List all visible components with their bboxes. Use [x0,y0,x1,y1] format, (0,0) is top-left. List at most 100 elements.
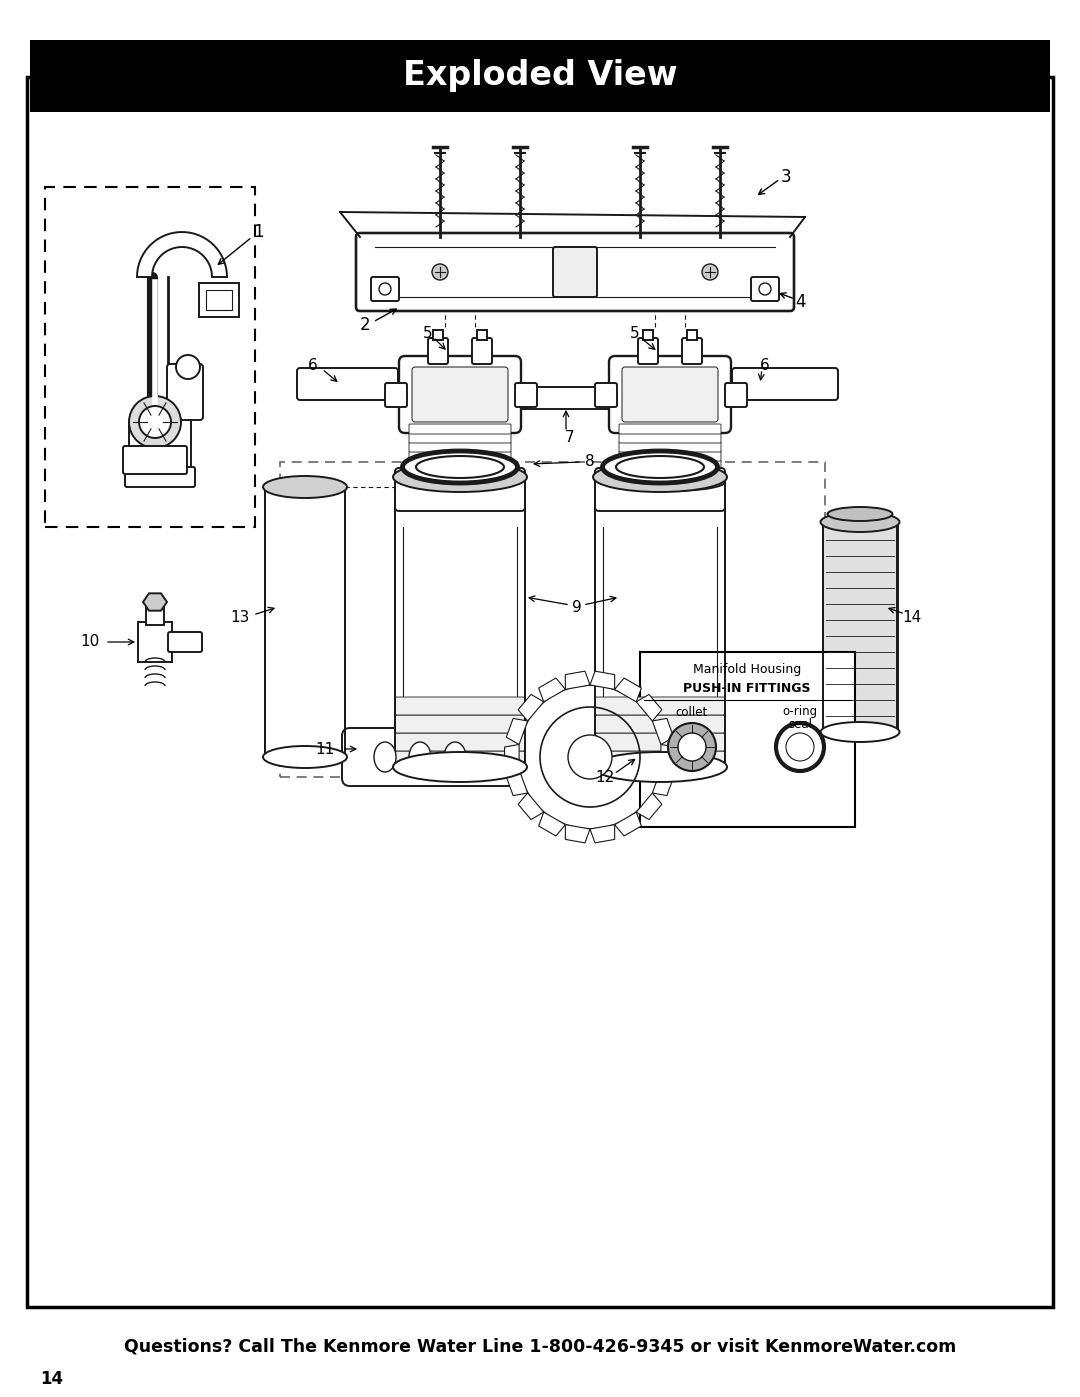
FancyBboxPatch shape [342,728,528,787]
Ellipse shape [593,462,727,492]
Polygon shape [590,671,615,689]
FancyBboxPatch shape [428,338,448,365]
FancyBboxPatch shape [409,433,511,443]
Polygon shape [565,671,590,689]
Text: 14: 14 [40,1370,63,1389]
FancyBboxPatch shape [595,697,725,715]
FancyBboxPatch shape [687,330,697,339]
Polygon shape [539,678,565,701]
FancyBboxPatch shape [751,277,779,300]
Polygon shape [636,694,662,721]
FancyBboxPatch shape [619,441,721,453]
FancyBboxPatch shape [138,622,172,662]
Polygon shape [636,793,662,820]
Polygon shape [504,745,519,770]
Circle shape [518,685,662,828]
Polygon shape [615,678,642,701]
Ellipse shape [403,451,517,483]
Polygon shape [507,718,528,745]
FancyBboxPatch shape [30,41,1050,112]
FancyBboxPatch shape [619,460,721,469]
FancyBboxPatch shape [515,383,537,407]
Polygon shape [615,812,642,835]
FancyBboxPatch shape [477,330,487,339]
FancyBboxPatch shape [356,233,794,312]
FancyBboxPatch shape [595,715,725,733]
FancyBboxPatch shape [409,478,511,488]
FancyBboxPatch shape [199,284,239,317]
Polygon shape [652,770,674,796]
Ellipse shape [374,742,396,773]
Text: Exploded View: Exploded View [403,59,677,91]
Polygon shape [539,812,565,835]
FancyBboxPatch shape [595,468,725,511]
Text: 8: 8 [585,454,595,469]
Text: 3: 3 [781,168,792,186]
FancyBboxPatch shape [395,715,525,733]
FancyBboxPatch shape [168,631,202,652]
Text: 13: 13 [230,609,249,624]
FancyBboxPatch shape [167,365,203,420]
FancyBboxPatch shape [27,77,1053,1308]
FancyBboxPatch shape [395,468,525,511]
FancyBboxPatch shape [619,478,721,488]
Polygon shape [518,793,543,820]
Circle shape [129,395,181,448]
Ellipse shape [264,476,347,497]
FancyBboxPatch shape [433,330,443,339]
FancyBboxPatch shape [640,652,855,827]
FancyBboxPatch shape [297,367,399,400]
FancyBboxPatch shape [409,469,511,479]
Polygon shape [590,824,615,842]
Ellipse shape [821,511,900,532]
Ellipse shape [264,746,347,768]
Text: 2: 2 [360,316,370,334]
Text: 6: 6 [308,358,318,373]
Circle shape [432,264,448,279]
FancyBboxPatch shape [399,356,521,433]
FancyBboxPatch shape [206,291,232,310]
Text: 14: 14 [903,609,921,624]
Text: o-ring: o-ring [782,705,818,718]
FancyBboxPatch shape [595,733,725,752]
FancyBboxPatch shape [411,367,508,422]
Text: Manifold Housing: Manifold Housing [693,664,801,676]
FancyBboxPatch shape [395,752,525,768]
FancyBboxPatch shape [409,425,511,434]
FancyBboxPatch shape [45,187,255,527]
FancyBboxPatch shape [643,330,653,339]
Text: 5: 5 [631,326,639,341]
Ellipse shape [821,722,900,742]
FancyBboxPatch shape [595,383,617,407]
Ellipse shape [603,451,717,483]
FancyBboxPatch shape [409,460,511,469]
Text: 10: 10 [80,634,99,650]
FancyBboxPatch shape [372,277,399,300]
Polygon shape [565,824,590,842]
FancyBboxPatch shape [472,338,492,365]
Text: seal: seal [788,718,812,731]
FancyBboxPatch shape [409,451,511,461]
Circle shape [669,724,716,771]
Text: collet: collet [676,705,708,718]
FancyBboxPatch shape [609,356,731,433]
Text: PUSH-IN FITTINGS: PUSH-IN FITTINGS [684,682,811,694]
FancyBboxPatch shape [619,469,721,479]
FancyBboxPatch shape [395,733,525,752]
FancyBboxPatch shape [265,488,345,757]
Ellipse shape [616,455,704,478]
Circle shape [568,735,612,780]
FancyBboxPatch shape [129,419,191,481]
FancyBboxPatch shape [725,383,747,407]
FancyBboxPatch shape [619,425,721,434]
Ellipse shape [444,742,465,773]
FancyBboxPatch shape [732,367,838,400]
FancyBboxPatch shape [681,338,702,365]
FancyBboxPatch shape [384,383,407,407]
FancyBboxPatch shape [553,247,597,298]
Circle shape [702,264,718,279]
Ellipse shape [409,742,431,773]
Ellipse shape [393,462,527,492]
FancyBboxPatch shape [125,467,195,488]
Text: 5: 5 [423,326,433,341]
